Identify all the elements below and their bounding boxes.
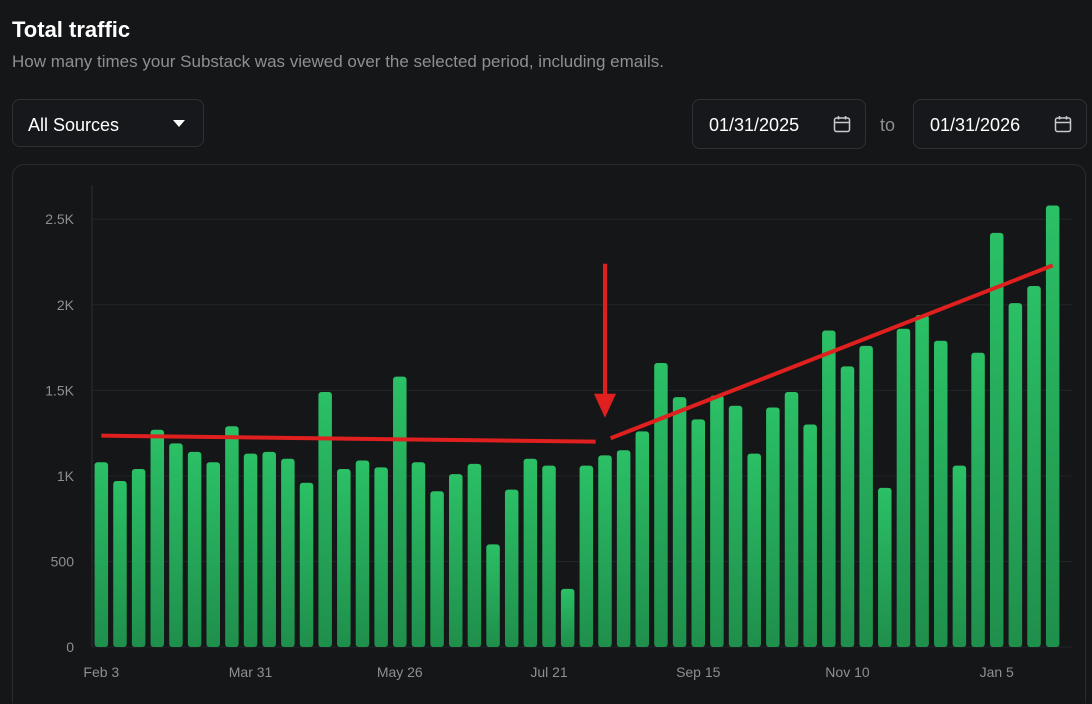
arrow-down-icon xyxy=(593,393,616,418)
trend-line-annotation xyxy=(101,433,596,444)
bar[interactable] xyxy=(915,315,929,647)
bar[interactable] xyxy=(728,405,743,647)
y-tick-label: 1.5K xyxy=(45,382,74,398)
bar[interactable] xyxy=(598,455,612,647)
calendar-icon[interactable] xyxy=(1054,115,1072,133)
x-tick-label: Jan 5 xyxy=(980,664,1014,680)
bar[interactable] xyxy=(243,453,258,647)
bar[interactable] xyxy=(467,463,482,647)
bar[interactable] xyxy=(299,482,314,647)
bar[interactable] xyxy=(616,450,631,647)
bar[interactable] xyxy=(411,462,426,647)
bar[interactable] xyxy=(504,489,519,647)
x-tick-label: May 26 xyxy=(377,664,423,680)
bar[interactable] xyxy=(896,328,911,647)
bar[interactable] xyxy=(523,458,538,647)
x-tick-label: Sep 15 xyxy=(676,664,721,680)
bar[interactable] xyxy=(989,232,1004,647)
bar[interactable] xyxy=(878,487,892,647)
date-to-value: 01/31/2026 xyxy=(930,115,1021,135)
bar[interactable] xyxy=(766,407,780,647)
x-tick-label: Nov 10 xyxy=(825,664,870,680)
bar[interactable] xyxy=(187,451,202,647)
y-tick-label: 1K xyxy=(57,468,75,484)
bar[interactable] xyxy=(393,376,407,647)
date-from-input[interactable]: 01/31/2025 xyxy=(692,99,866,149)
bar[interactable] xyxy=(952,465,967,647)
y-tick-label: 500 xyxy=(51,553,75,569)
bar[interactable] xyxy=(486,544,500,647)
caret-down-icon xyxy=(173,120,185,127)
bar[interactable] xyxy=(262,451,276,647)
bar[interactable] xyxy=(113,481,127,647)
bar[interactable] xyxy=(784,392,799,647)
bar[interactable] xyxy=(374,467,388,647)
bar[interactable] xyxy=(803,424,817,647)
trend-line-annotation xyxy=(609,263,1054,441)
traffic-bar-chart: 0 500 1K 1.5K 2K 2.5K Feb 3 Mar 31 May 26 Jul 21 S… xyxy=(45,185,1072,680)
bar[interactable] xyxy=(691,419,706,647)
bar[interactable] xyxy=(131,469,146,647)
bar[interactable] xyxy=(654,362,668,647)
bar[interactable] xyxy=(150,429,165,647)
x-tick-label: Jul 21 xyxy=(530,664,568,680)
bar[interactable] xyxy=(542,465,556,647)
bar[interactable] xyxy=(822,330,836,647)
bar[interactable] xyxy=(430,491,444,647)
calendar-icon[interactable] xyxy=(833,115,851,133)
bar[interactable] xyxy=(1008,303,1023,647)
source-select-value: All Sources xyxy=(28,115,120,135)
date-to-input[interactable]: 01/31/2026 xyxy=(913,99,1087,149)
date-from-value: 01/31/2025 xyxy=(709,115,800,135)
bar[interactable] xyxy=(318,392,332,647)
bar[interactable] xyxy=(710,395,724,647)
bar[interactable] xyxy=(337,469,351,647)
y-tick-label: 2K xyxy=(57,297,75,313)
bar[interactable] xyxy=(1027,285,1041,647)
bar[interactable] xyxy=(169,443,183,647)
page-title: Total traffic xyxy=(12,17,131,42)
bar[interactable] xyxy=(355,460,370,647)
y-tick-label: 0 xyxy=(66,639,74,655)
page-subtitle: How many times your Substack was viewed … xyxy=(12,52,664,71)
bar[interactable] xyxy=(281,458,295,647)
bar[interactable] xyxy=(94,462,109,647)
traffic-chart-card: 0 500 1K 1.5K 2K 2.5K Feb 3 Mar 31 May 26 Jul 21 S… xyxy=(12,164,1086,703)
x-tick-label: Mar 31 xyxy=(229,664,273,680)
x-tick-label: Feb 3 xyxy=(83,664,119,680)
bar[interactable] xyxy=(560,588,575,647)
bar[interactable] xyxy=(840,366,855,647)
date-range-separator: to xyxy=(880,115,896,135)
bar[interactable] xyxy=(1045,205,1060,647)
bar[interactable] xyxy=(579,465,594,647)
bar[interactable] xyxy=(225,426,239,647)
bar[interactable] xyxy=(747,453,761,647)
source-select[interactable]: All Sources xyxy=(12,99,204,147)
y-tick-label: 2.5K xyxy=(45,211,74,227)
bar[interactable] xyxy=(635,431,650,647)
bar[interactable] xyxy=(449,474,463,647)
bar[interactable] xyxy=(672,397,687,647)
bar[interactable] xyxy=(859,345,873,647)
bar[interactable] xyxy=(206,462,221,647)
bar[interactable] xyxy=(934,340,948,647)
bar[interactable] xyxy=(971,352,985,647)
